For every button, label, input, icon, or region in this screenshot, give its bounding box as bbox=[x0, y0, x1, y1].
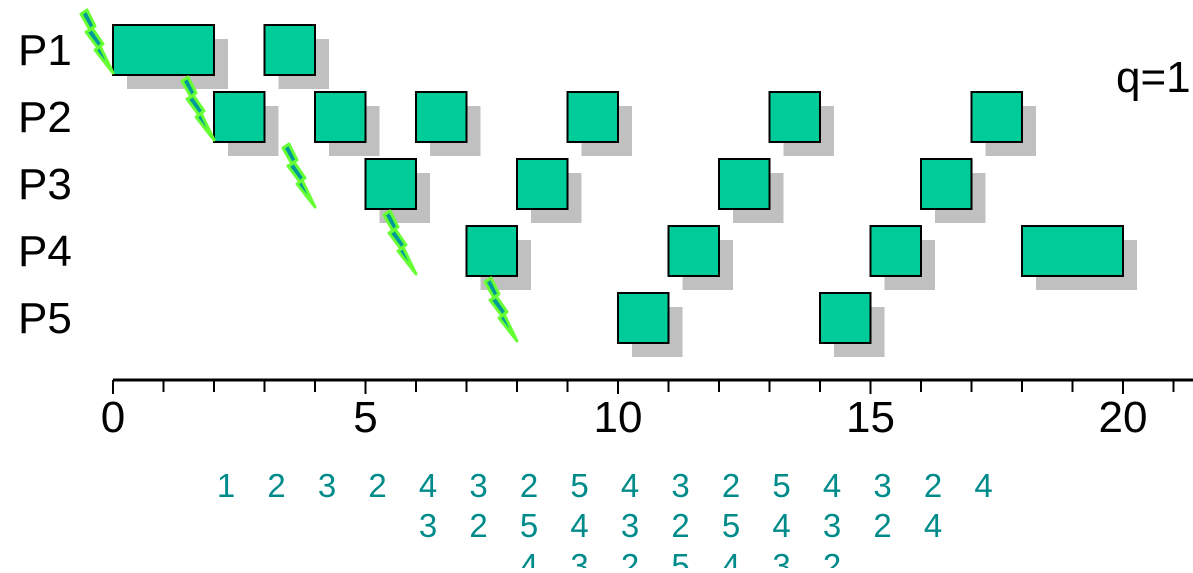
run-block-p4 bbox=[667, 225, 720, 277]
run-block-p1 bbox=[112, 24, 215, 76]
queue-entry: 2 bbox=[469, 507, 487, 544]
axis-tick-label: 0 bbox=[101, 393, 125, 442]
queue-entry: 4 bbox=[722, 547, 740, 568]
queue-entry: 5 bbox=[772, 467, 790, 504]
queue-entry: 4 bbox=[419, 467, 437, 504]
queue-entry: 5 bbox=[520, 507, 538, 544]
process-label-p4: P4 bbox=[18, 227, 72, 276]
axis-tick-label: 10 bbox=[594, 393, 643, 442]
process-label-p5: P5 bbox=[18, 294, 72, 343]
queue-entry: 4 bbox=[570, 507, 588, 544]
queue-entry: 4 bbox=[520, 547, 538, 568]
run-block-p3 bbox=[364, 158, 417, 210]
queue-entry: 2 bbox=[621, 547, 639, 568]
run-block-p2 bbox=[970, 91, 1023, 143]
quantum-label: q=1 bbox=[1116, 53, 1191, 102]
queue-entry: 2 bbox=[823, 547, 841, 568]
run-block-p2 bbox=[415, 91, 468, 143]
process-label-p1: P1 bbox=[18, 26, 72, 75]
arrival-bolt-p2 bbox=[180, 75, 216, 142]
queue-entry: 1 bbox=[217, 467, 235, 504]
queue-entry: 5 bbox=[722, 507, 740, 544]
run-block-p4 bbox=[465, 225, 518, 277]
run-block-p2 bbox=[213, 91, 266, 143]
queue-entry: 2 bbox=[722, 467, 740, 504]
arrival-bolt-p3 bbox=[281, 142, 317, 209]
run-block-p2 bbox=[566, 91, 619, 143]
queue-entry: 3 bbox=[671, 467, 689, 504]
queue-entry: 3 bbox=[419, 507, 437, 544]
queue-entry: 3 bbox=[772, 547, 790, 568]
queue-entry: 5 bbox=[570, 467, 588, 504]
run-block-p5 bbox=[617, 292, 670, 344]
arrival-bolt-p1 bbox=[79, 8, 115, 75]
queue-entry: 4 bbox=[823, 467, 841, 504]
queue-entry: 4 bbox=[974, 467, 992, 504]
queue-entry: 3 bbox=[621, 507, 639, 544]
arrival-bolt-p4 bbox=[382, 209, 418, 276]
queue-entry: 2 bbox=[368, 467, 386, 504]
queue-entry: 3 bbox=[570, 547, 588, 568]
run-block-p1 bbox=[263, 24, 316, 76]
queue-entry: 3 bbox=[469, 467, 487, 504]
queue-entry: 4 bbox=[924, 507, 942, 544]
queue-entry: 3 bbox=[873, 467, 891, 504]
queue-entry: 2 bbox=[671, 507, 689, 544]
process-label-p3: P3 bbox=[18, 160, 72, 209]
queue-entry: 2 bbox=[267, 467, 285, 504]
queue-entry: 4 bbox=[621, 467, 639, 504]
run-block-p2 bbox=[768, 91, 821, 143]
queue-entry: 5 bbox=[671, 547, 689, 568]
queue-entry: 2 bbox=[520, 467, 538, 504]
run-block-p3 bbox=[718, 158, 771, 210]
queue-entry: 3 bbox=[318, 467, 336, 504]
axis-tick-label: 5 bbox=[353, 393, 377, 442]
run-block-p4 bbox=[1021, 225, 1124, 277]
axis-tick-label: 15 bbox=[846, 393, 895, 442]
queue-entry: 4 bbox=[772, 507, 790, 544]
queue-entry: 3 bbox=[823, 507, 841, 544]
queue-entry: 2 bbox=[873, 507, 891, 544]
queue-entry: 2 bbox=[924, 467, 942, 504]
arrival-bolt-p5 bbox=[483, 276, 519, 343]
process-label-p2: P2 bbox=[18, 93, 72, 142]
run-block-p4 bbox=[869, 225, 922, 277]
run-block-p5 bbox=[819, 292, 872, 344]
run-block-p3 bbox=[516, 158, 569, 210]
run-block-p2 bbox=[314, 91, 367, 143]
axis-tick-label: 20 bbox=[1099, 393, 1148, 442]
run-block-p3 bbox=[920, 158, 973, 210]
